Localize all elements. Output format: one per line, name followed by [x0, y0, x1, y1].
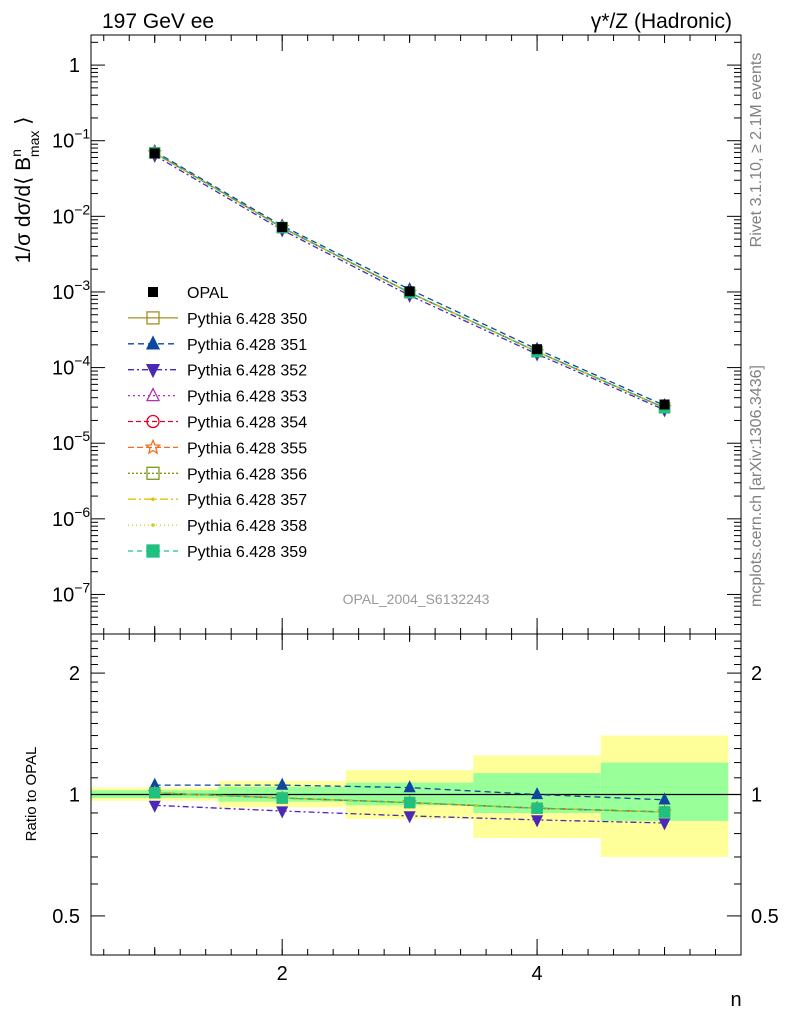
- mcplots-label: mcplots.cern.ch [arXiv:1306.3436]: [748, 365, 765, 607]
- ratio-y-tick-label: 1: [69, 785, 80, 807]
- legend-label: Pythia 6.428 357: [187, 492, 307, 509]
- data-point: [149, 148, 160, 159]
- y-tick-label: 1: [69, 55, 80, 77]
- y-tick-label: 10−6: [52, 504, 90, 531]
- legend-marker: [146, 311, 160, 325]
- legend-entry: Pythia 6.428 358: [128, 518, 307, 535]
- legend-entry: Pythia 6.428 357: [128, 492, 307, 509]
- main-y-axis: 1 10−1 10−2 10−3 10−4 10−5 10−6 10−7: [52, 41, 741, 635]
- ratio-point: [658, 806, 671, 818]
- ratio-point: [658, 818, 671, 831]
- ratio-point: [148, 800, 161, 813]
- ratio-point: [531, 815, 544, 828]
- legend-entry: Pythia 6.428 351: [128, 335, 307, 354]
- legend-marker: [145, 387, 161, 402]
- legend-label: Pythia 6.428 350: [187, 311, 307, 328]
- x-axis-label: n: [730, 989, 741, 1011]
- y-tick-label: 10−1: [52, 126, 90, 153]
- ratio-point: [276, 806, 289, 819]
- ratio-point: [149, 787, 161, 799]
- data-point: [404, 286, 415, 297]
- legend-entry: Pythia 6.428 356: [128, 466, 307, 483]
- legend-marker: [146, 466, 160, 480]
- y-tick-label: 10−5: [52, 428, 90, 455]
- ratio-y-tick-label: 2: [69, 663, 80, 685]
- ratio-series: [148, 777, 671, 805]
- header-right: γ*/Z (Hadronic): [591, 10, 732, 33]
- data-points: [149, 148, 670, 410]
- legend-entry: Pythia 6.428 352: [128, 363, 307, 380]
- legend-marker: [148, 287, 158, 297]
- ratio-y-tick-label: 0.5: [52, 906, 80, 928]
- ratio-point: [531, 787, 544, 800]
- ratio-y-axis: 0.5 0.5 1 1 2 2: [52, 640, 779, 956]
- legend-marker: [151, 523, 155, 527]
- legend-label: Pythia 6.428 358: [187, 518, 307, 535]
- ratio-x-tick-label: 2: [277, 963, 288, 985]
- ratio-y-label: Ratio to OPAL: [23, 747, 40, 842]
- ratio-point: [403, 780, 416, 793]
- y-tick-label: 10−7: [52, 579, 90, 606]
- legend-entry: Pythia 6.428 359: [128, 544, 307, 561]
- ratio-point: [531, 802, 543, 814]
- header-labels: 197 GeV ee γ*/Z (Hadronic): [102, 10, 732, 33]
- legend-entry: Pythia 6.428 350: [128, 311, 307, 328]
- ratio-y-tick-label-right: 0.5: [751, 906, 779, 928]
- ratio-point: [276, 777, 289, 790]
- legend-marker: [146, 414, 160, 429]
- legend-entry: Pythia 6.428 355: [128, 438, 307, 457]
- legend-label: Pythia 6.428 359: [187, 544, 307, 561]
- legend-label: Pythia 6.428 352: [187, 363, 307, 380]
- ratio-x-tick-label: 4: [532, 963, 543, 985]
- legend-label: Pythia 6.428 351: [187, 337, 307, 354]
- legend-label: Pythia 6.428 355: [187, 440, 307, 457]
- y-tick-label: 10−4: [52, 353, 90, 380]
- main-panel: 1 10−1 10−2 10−3 10−4 10−5 10−6 10−7 1/σ dσ/d⟨ B…: [8, 34, 742, 635]
- ratio-x-axis: 2 4 n: [103, 634, 742, 1011]
- rivet-label: Rivet 3.1.10, ≥ 2.1M events: [748, 53, 765, 248]
- legend-entry: OPAL: [148, 285, 229, 302]
- ratio-point: [658, 792, 671, 805]
- y-tick-label: 10−2: [52, 201, 90, 228]
- ratio-series: [149, 787, 671, 818]
- data-point: [277, 222, 288, 233]
- legend-marker: [151, 497, 155, 502]
- header-left: 197 GeV ee: [102, 10, 214, 33]
- ratio-y-tick-label-right: 2: [751, 663, 762, 685]
- ratio-point: [276, 792, 288, 804]
- legend-marker: [146, 544, 160, 558]
- legend-marker: [145, 364, 161, 379]
- ratio-point: [403, 811, 416, 824]
- ratio-panel: 0.5 0.5 1 1 2 2 Ratio to OPAL 2 4 n: [23, 633, 779, 1011]
- legend-entry: Pythia 6.428 354: [128, 415, 307, 432]
- ratio-y-tick-label-right: 1: [751, 785, 762, 807]
- legend-label: Pythia 6.428 356: [187, 466, 307, 483]
- legend-marker: [144, 438, 162, 455]
- legend-label: Pythia 6.428 353: [187, 389, 307, 406]
- y-tick-label: 10−3: [52, 277, 90, 304]
- legend-label: OPAL: [187, 285, 229, 302]
- ratio-series: [148, 800, 671, 831]
- watermark: OPAL_2004_S6132243: [343, 591, 490, 607]
- data-point: [659, 399, 670, 410]
- data-point: [532, 344, 543, 355]
- main-x-ticks: [103, 35, 717, 634]
- legend: OPAL Pythia 6.428 350 Pythia 6.428 351 Pyth…: [128, 285, 307, 561]
- main-y-label: 1/σ dσ/d⟨ Bn max ⟩: [8, 117, 42, 264]
- legend-label: Pythia 6.428 354: [187, 415, 307, 432]
- legend-marker: [145, 335, 161, 350]
- legend-entry: Pythia 6.428 353: [128, 387, 307, 406]
- ratio-point: [403, 796, 416, 809]
